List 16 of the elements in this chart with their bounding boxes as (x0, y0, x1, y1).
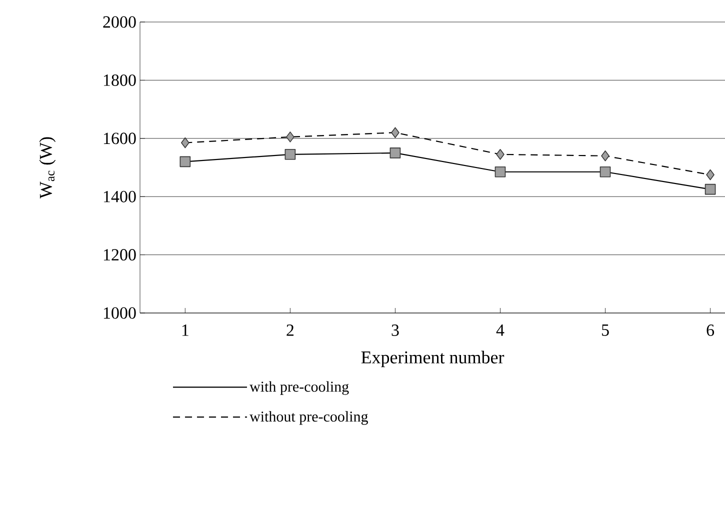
y-tick-label: 1600 (104, 132, 136, 144)
x-tick-label: 3 (392, 324, 399, 336)
y-tick-label: 1800 (104, 74, 136, 86)
x-tick-label: 6 (706, 324, 714, 336)
y-tick-label: 1000 (104, 307, 136, 319)
y-tick-label: 2000 (103, 16, 136, 28)
y-tick-label: 1400 (104, 190, 136, 202)
y-axis-title: W$_{ac}$ (W) (39, 137, 56, 199)
y-tick-label: 1200 (104, 249, 136, 261)
x-axis-title: Experiment number (361, 350, 504, 368)
legend-label: without pre-cooling (250, 411, 368, 425)
legend-label: with pre-cooling (250, 381, 349, 395)
x-tick-label: 5 (602, 324, 609, 336)
x-tick-label: 4 (496, 324, 504, 336)
x-tick-label: 2 (286, 324, 294, 336)
x-tick-label: 1 (182, 324, 188, 336)
